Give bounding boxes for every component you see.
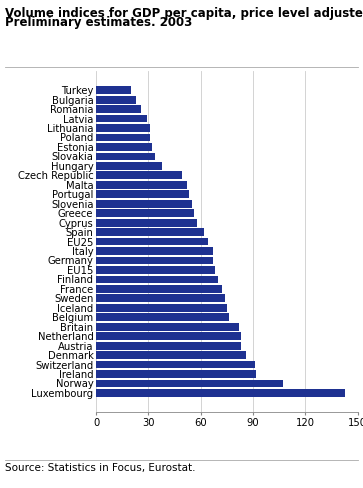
Bar [96,86,131,94]
Text: Preliminary estimates. 2003: Preliminary estimates. 2003 [5,16,193,29]
Bar [96,332,241,340]
Bar [96,380,283,387]
Bar [96,313,229,321]
Bar [96,134,150,142]
Bar [96,323,239,330]
Bar [96,247,213,255]
Bar [96,162,162,170]
Bar [96,389,345,397]
Bar [96,228,204,236]
Bar [96,351,246,359]
Text: Source: Statistics in Focus, Eurostat.: Source: Statistics in Focus, Eurostat. [5,463,196,472]
Text: Volume indices for GDP per capita, price level adjusted.: Volume indices for GDP per capita, price… [5,7,363,20]
Bar [96,257,213,264]
Bar [96,190,188,198]
Bar [96,115,147,122]
Bar [96,171,182,179]
Bar [96,200,192,207]
Bar [96,276,218,284]
Bar [96,219,197,226]
Bar [96,238,208,245]
Bar [96,361,255,368]
Bar [96,370,257,378]
Bar [96,304,227,312]
Bar [96,342,241,349]
Bar [96,285,222,293]
Bar [96,266,215,274]
Bar [96,181,187,189]
Bar [96,143,152,151]
Bar [96,294,225,302]
Bar [96,96,136,103]
Bar [96,105,142,113]
Bar [96,124,150,132]
Bar [96,209,194,217]
Bar [96,153,155,160]
